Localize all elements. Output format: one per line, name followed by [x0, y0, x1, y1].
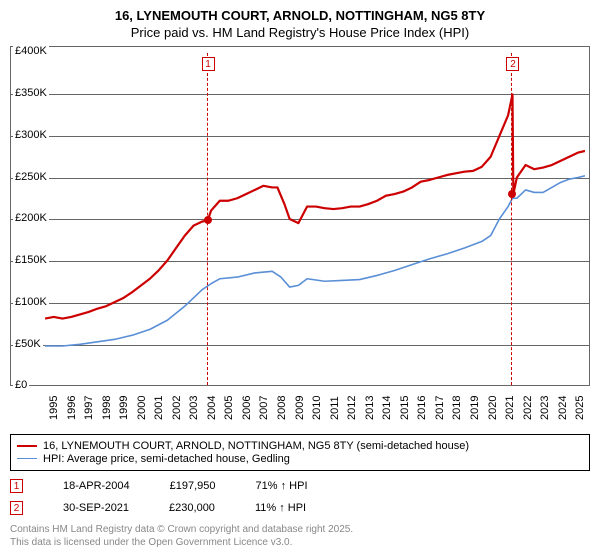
x-tick-label: 1999	[118, 395, 130, 419]
sales-list: 1 18-APR-2004 £197,950 71% ↑ HPI 2 30-SEP-202…	[10, 479, 590, 515]
legend-swatch	[17, 445, 37, 447]
footer-line-2: This data is licensed under the Open Gov…	[10, 536, 590, 549]
x-tick-label: 2018	[451, 395, 463, 419]
x-tick-label: 2016	[416, 395, 428, 419]
x-tick-label: 2010	[311, 395, 323, 419]
x-tick-label: 2005	[223, 395, 235, 419]
legend-row: 16, LYNEMOUTH COURT, ARNOLD, NOTTINGHAM,…	[17, 440, 583, 452]
x-tick-label: 2020	[487, 395, 499, 419]
x-tick-label: 2003	[188, 395, 200, 419]
footer-line-1: Contains HM Land Registry data © Crown c…	[10, 523, 590, 536]
y-tick-label: £100K	[13, 296, 49, 308]
x-axis-ticks: 1995 1996 1997 1998 1999 2000 2001 2002 2003 2004…	[10, 386, 590, 432]
sale-row-marker: 2	[10, 501, 23, 515]
x-tick-label: 2011	[329, 396, 341, 420]
sale-date: 18-APR-2004	[63, 480, 130, 492]
sale-delta: 11% ↑ HPI	[255, 502, 306, 514]
x-tick-label: 2023	[539, 395, 551, 419]
x-tick-label: 2000	[136, 395, 148, 419]
legend-swatch	[17, 458, 37, 459]
x-tick-label: 2007	[258, 395, 270, 419]
sale-row-marker: 1	[10, 479, 23, 493]
x-tick-label: 2013	[364, 395, 376, 419]
x-tick-label: 2006	[241, 395, 253, 419]
chart-container: 16, LYNEMOUTH COURT, ARNOLD, NOTTINGHAM,…	[0, 0, 600, 560]
sale-price: £197,950	[170, 480, 216, 492]
plot-area: 12	[45, 53, 585, 385]
x-tick-label: 2015	[399, 395, 411, 419]
x-tick-label: 2025	[574, 395, 586, 419]
x-tick-label: 2021	[504, 395, 516, 419]
y-tick-label: £400K	[13, 45, 49, 57]
footer-attribution: Contains HM Land Registry data © Crown c…	[10, 523, 590, 549]
legend-label: HPI: Average price, semi-detached house,…	[43, 453, 290, 465]
sale-delta: 71% ↑ HPI	[256, 480, 308, 492]
sale-row: 1 18-APR-2004 £197,950 71% ↑ HPI	[10, 479, 590, 493]
x-tick-label: 2001	[153, 395, 165, 419]
x-tick-label: 2022	[522, 395, 534, 419]
chart-subtitle: Price paid vs. HM Land Registry's House …	[10, 25, 590, 42]
x-tick-label: 2012	[346, 395, 358, 419]
sale-marker-box: 2	[506, 57, 519, 71]
x-tick-label: 1998	[101, 395, 113, 419]
line-series-svg	[45, 53, 585, 385]
sale-price: £230,000	[169, 502, 215, 514]
x-tick-label: 2017	[434, 395, 446, 419]
x-tick-label: 2004	[206, 395, 218, 419]
sale-date: 30-SEP-2021	[63, 502, 129, 514]
sale-row: 2 30-SEP-2021 £230,000 11% ↑ HPI	[10, 501, 590, 515]
y-tick-label: £50K	[13, 338, 43, 350]
series-hpi	[45, 176, 585, 346]
x-tick-label: 1995	[48, 395, 60, 419]
x-tick-label: 1997	[83, 395, 95, 419]
sale-dot	[204, 216, 212, 224]
y-tick-label: £150K	[13, 254, 49, 266]
x-tick-label: 2024	[557, 395, 569, 419]
y-tick-label: £200K	[13, 212, 49, 224]
y-tick-label: £250K	[13, 171, 49, 183]
y-tick-label: £350K	[13, 87, 49, 99]
x-tick-label: 2014	[381, 395, 393, 419]
legend-label: 16, LYNEMOUTH COURT, ARNOLD, NOTTINGHAM,…	[43, 440, 469, 452]
sale-vline: 2	[507, 53, 517, 385]
x-tick-label: 1996	[66, 395, 78, 419]
chart-title: 16, LYNEMOUTH COURT, ARNOLD, NOTTINGHAM,…	[10, 8, 590, 25]
legend-row: HPI: Average price, semi-detached house,…	[17, 453, 583, 465]
x-tick-label: 2002	[171, 395, 183, 419]
chart-plot-box: £0£50K£100K£150K£200K£250K£300K£350K£400…	[10, 46, 590, 386]
sale-dot	[508, 190, 516, 198]
x-tick-label: 2009	[294, 395, 306, 419]
series-property	[45, 94, 585, 318]
sale-marker-box: 1	[202, 57, 215, 71]
x-tick-label: 2019	[469, 395, 481, 419]
x-tick-label: 2008	[276, 395, 288, 419]
legend-box: 16, LYNEMOUTH COURT, ARNOLD, NOTTINGHAM,…	[10, 434, 590, 471]
y-tick-label: £300K	[13, 129, 49, 141]
